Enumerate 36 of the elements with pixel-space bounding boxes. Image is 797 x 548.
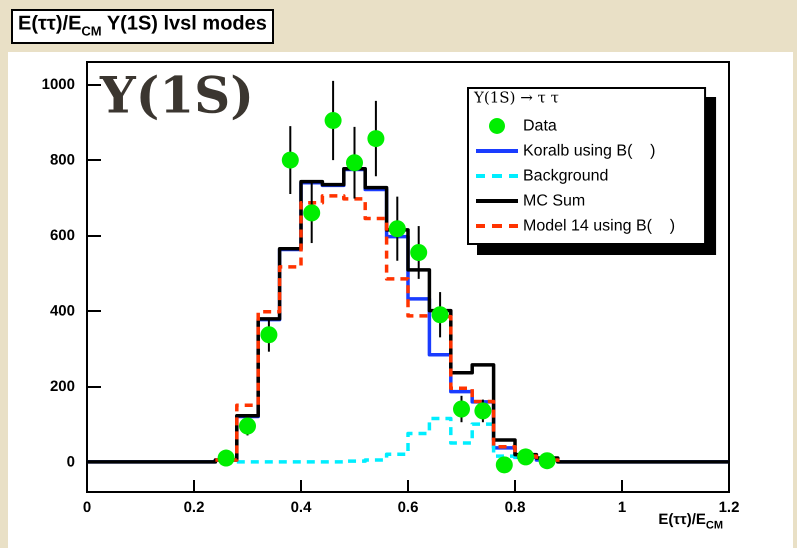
point — [260, 326, 278, 344]
y-tick-label: 400 — [50, 302, 75, 320]
point — [346, 154, 363, 172]
x-tick-label: 0.4 — [290, 499, 312, 516]
legend-label: MC Sum — [523, 192, 586, 210]
legend-label: Background — [523, 168, 608, 184]
x-tick-label: 0.8 — [504, 499, 526, 516]
point — [496, 456, 513, 474]
point — [218, 450, 235, 467]
point — [324, 112, 342, 129]
point — [239, 417, 256, 434]
point — [474, 402, 492, 420]
point — [282, 152, 299, 169]
point — [517, 448, 534, 466]
y-tick-label: 0 — [66, 453, 75, 470]
x-tick-label: 1 — [618, 499, 626, 516]
x-tick-label: 1.2 — [718, 499, 740, 516]
legend-label: Koralb using B( ) — [523, 142, 656, 160]
x-tick-label: 0.6 — [398, 499, 418, 516]
y-tick-label: 800 — [50, 152, 75, 169]
legend-title: Υ(1S) → τ τ — [473, 88, 559, 106]
x-tick-label: 0 — [82, 499, 92, 516]
point — [367, 130, 384, 148]
point — [410, 244, 428, 261]
point — [432, 306, 449, 324]
y-tick-label: 200 — [50, 378, 75, 395]
point — [303, 204, 320, 222]
point — [453, 400, 470, 418]
annotation: Υ(1S) — [99, 66, 254, 124]
x-tick-label: 0.2 — [184, 499, 204, 516]
legend-label: Model 14 using B( ) — [523, 218, 676, 234]
point — [388, 220, 406, 238]
legend-label: Data — [523, 118, 557, 134]
y-tick-label: 1000 — [42, 76, 75, 94]
y-tick-label: 600 — [50, 227, 75, 244]
point — [538, 452, 556, 470]
